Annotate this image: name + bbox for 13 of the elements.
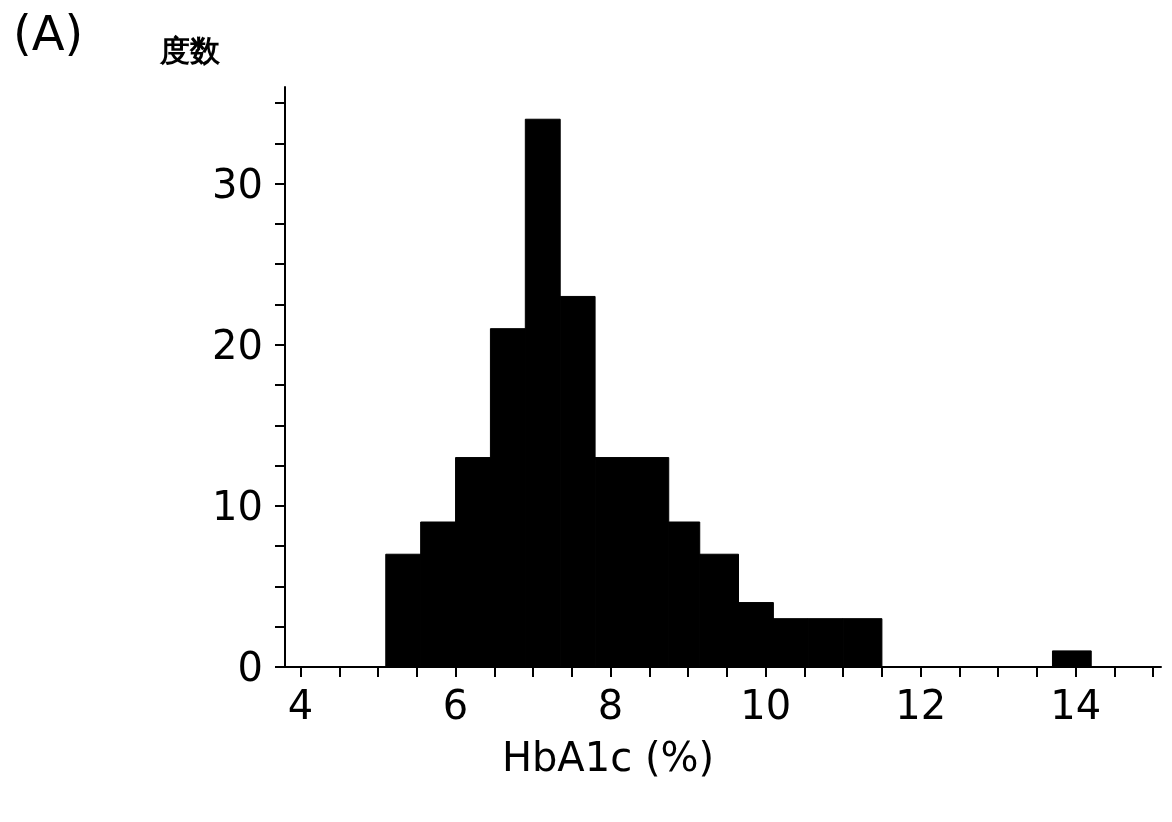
x-tick-label: 12 xyxy=(895,682,947,728)
y-tick-label: 10 xyxy=(212,482,263,529)
y-tick-label: 20 xyxy=(212,321,263,368)
x-tick-label: 4 xyxy=(287,682,314,728)
x-tick-label: 14 xyxy=(1050,682,1102,728)
y-axis-title: 度数 xyxy=(159,32,221,68)
x-tick-label: 8 xyxy=(597,682,624,728)
y-tick-label: 0 xyxy=(237,644,263,690)
x-axis-title: HbA1c (%) xyxy=(501,734,715,780)
x-tick-label: 10 xyxy=(740,682,792,728)
chart-title: (A) xyxy=(13,5,84,61)
y-tick-label: 30 xyxy=(212,160,263,207)
x-tick-label: 6 xyxy=(442,682,469,728)
